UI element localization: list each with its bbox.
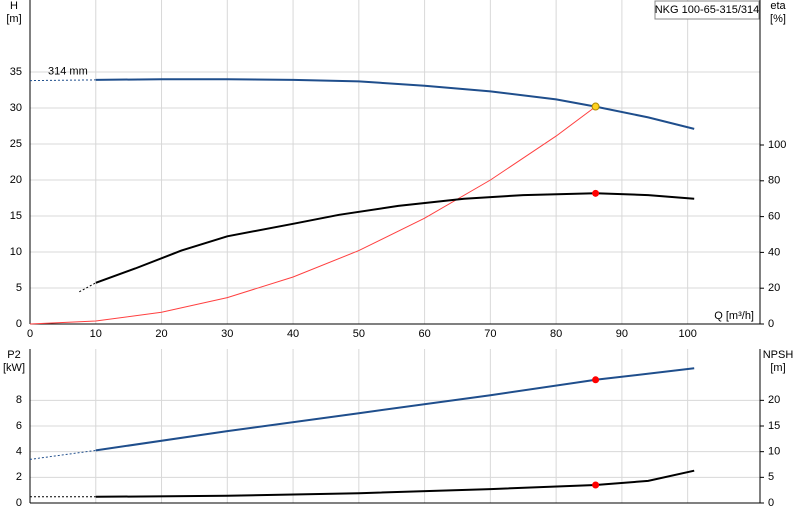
dashed-extension xyxy=(79,282,97,293)
y2-tick-label: 15 xyxy=(768,420,780,432)
x-tick-label: 30 xyxy=(221,328,233,340)
x-tick-label: 10 xyxy=(90,328,102,340)
dashed-extension xyxy=(29,449,96,460)
y-tick-label: 0 xyxy=(16,318,22,330)
annotation: 314 mm xyxy=(48,66,88,78)
curve xyxy=(95,367,695,452)
x-tick-label: 90 xyxy=(616,328,628,340)
y2-label: NPSH xyxy=(763,349,794,361)
y2-unit: [m] xyxy=(770,362,785,374)
y2-tick-label: 20 xyxy=(768,282,780,294)
y2-tick-label: 0 xyxy=(768,497,774,509)
x-tick-label: 0 xyxy=(27,328,33,340)
y-tick-label: 4 xyxy=(16,446,22,458)
y-label: H xyxy=(10,0,18,12)
y-tick-label: 35 xyxy=(10,66,22,78)
x-tick-label: 60 xyxy=(418,328,430,340)
y-tick-label: 15 xyxy=(10,210,22,222)
x-tick-label: 40 xyxy=(287,328,299,340)
y2-tick-label: 80 xyxy=(768,175,780,187)
y-tick-label: 2 xyxy=(16,471,22,483)
x-tick-label: 50 xyxy=(353,328,365,340)
x-tick-label: 100 xyxy=(678,328,696,340)
y-unit: [m] xyxy=(6,13,21,25)
x-tick-label: 80 xyxy=(550,328,562,340)
y2-label: eta xyxy=(770,0,786,12)
y-tick-label: 6 xyxy=(16,420,22,432)
y-tick-label: 20 xyxy=(10,174,22,186)
y2-tick-label: 0 xyxy=(768,318,774,330)
title-box xyxy=(654,0,760,20)
curve xyxy=(95,78,695,130)
curve xyxy=(95,192,695,284)
y2-tick-label: 60 xyxy=(768,211,780,223)
x-tick-label: 70 xyxy=(484,328,496,340)
y2-tick-label: 100 xyxy=(768,139,786,151)
y2-unit: [%] xyxy=(770,13,786,25)
dashed-extension xyxy=(29,79,96,82)
y2-tick-label: 20 xyxy=(768,394,780,406)
y-tick-label: 8 xyxy=(16,394,22,406)
y-tick-label: 0 xyxy=(16,497,22,509)
y-unit: [kW] xyxy=(3,362,25,374)
plot-area xyxy=(30,0,760,324)
y-tick-label: 5 xyxy=(16,282,22,294)
curve xyxy=(95,469,695,498)
y2-tick-label: 40 xyxy=(768,246,780,258)
x-label: Q [m³/h] xyxy=(714,310,754,322)
operating-point xyxy=(592,481,600,489)
y-tick-label: 30 xyxy=(10,102,22,114)
operating-point xyxy=(592,376,600,384)
y2-tick-label: 5 xyxy=(768,471,774,483)
y2-tick-label: 10 xyxy=(768,446,780,458)
y-label: P2 xyxy=(7,349,20,361)
operating-point xyxy=(591,102,600,111)
x-tick-label: 20 xyxy=(155,328,167,340)
chart-title: NKG 100-65-315/314 xyxy=(655,4,760,16)
operating-point xyxy=(592,189,600,197)
curve xyxy=(29,106,596,325)
y-tick-label: 25 xyxy=(10,138,22,150)
y-tick-label: 10 xyxy=(10,246,22,258)
